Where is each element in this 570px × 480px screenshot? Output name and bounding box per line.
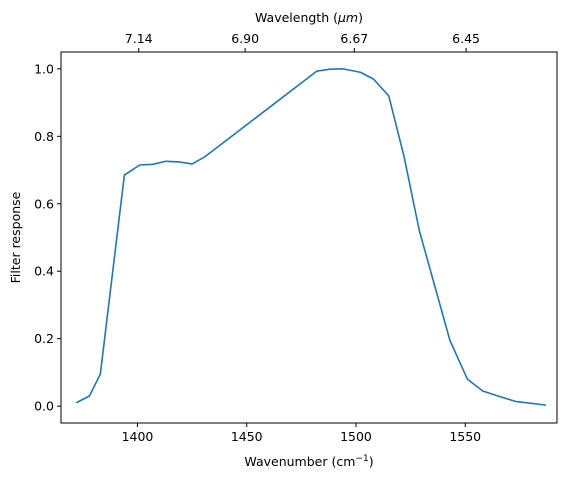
top-tick-label: 6.90 [231, 31, 259, 46]
x-tick-label: 1450 [231, 429, 263, 444]
x-tick-label: 1500 [340, 429, 372, 444]
x-tick-label: 1550 [449, 429, 481, 444]
y-tick-label: 0.6 [34, 196, 54, 211]
x-tick-label: 1400 [122, 429, 154, 444]
x-axis-title: Wavenumber (cm−1) [244, 454, 373, 469]
y-tick-label: 0.0 [34, 399, 54, 414]
plot-area [75, 68, 547, 406]
y-axis-title: Filter response [8, 191, 23, 283]
top-axis-title: Wavelength (μm) [255, 10, 363, 25]
top-tick-label: 6.67 [340, 31, 368, 46]
y-tick-label: 1.0 [34, 61, 54, 76]
series-line-0 [75, 68, 547, 406]
top-tick-label: 7.14 [125, 31, 153, 46]
axes-frame [60, 51, 558, 424]
y-tick-label: 0.8 [34, 129, 54, 144]
axis-ticks: 1400 1450 1500 1550 0.0 0.2 0.4 0.6 0.8 1.0 7.14 6.… [34, 31, 481, 444]
y-tick-label: 0.2 [34, 331, 54, 346]
top-tick-label: 6.45 [452, 31, 480, 46]
y-tick-label: 0.4 [34, 264, 54, 279]
